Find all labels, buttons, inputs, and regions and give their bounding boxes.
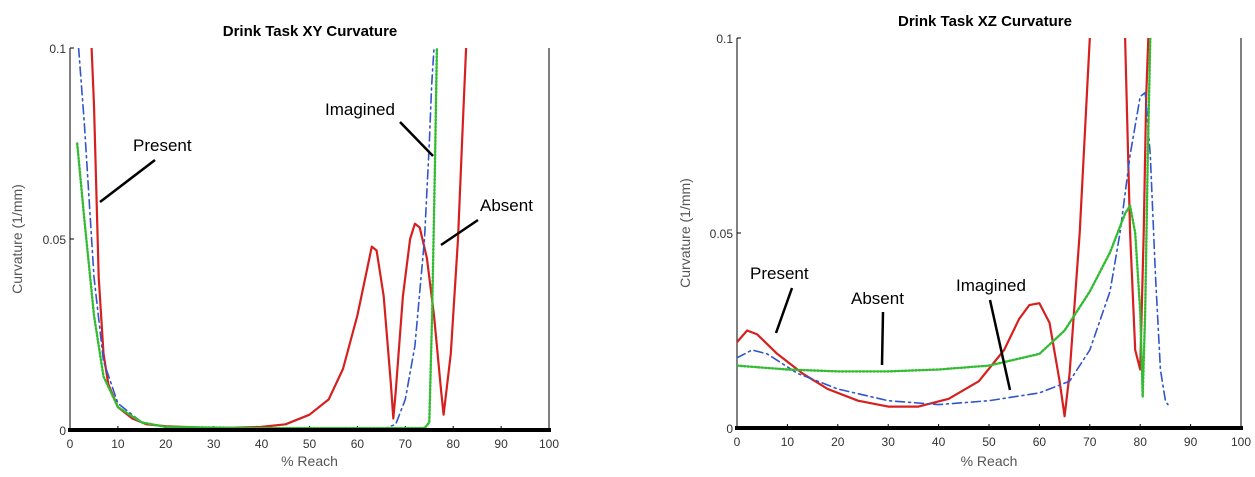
y-tick-label: 0 [59, 424, 66, 438]
annotation-present: Present [133, 136, 192, 155]
series-line-solid [737, 38, 1150, 418]
annotation-pointer [399, 121, 434, 157]
annotation-imagined: Imagined [956, 276, 1026, 295]
chart-xz-curvature: Drink Task XZ Curvature % Reach Curvature … [677, 13, 1251, 469]
series-group [76, 48, 468, 430]
x-axis-label: % Reach [281, 453, 338, 469]
chart-title: Drink Task XZ Curvature [898, 13, 1072, 30]
y-tick-label: 0.05 [710, 227, 734, 241]
x-tick-label: 60 [351, 437, 365, 451]
x-tick-label: 40 [255, 437, 269, 451]
y-axis-label: Curvature (1/mm) [9, 184, 25, 294]
chart-xy-curvature: Drink Task XY Curvature % Reach Curvature … [9, 23, 559, 469]
series-line-dotted [76, 48, 439, 430]
annotation-imagined: Imagined [325, 100, 395, 119]
annotation-present: Present [750, 264, 809, 283]
x-tick-label: 0 [67, 437, 74, 451]
series-group [737, 38, 1169, 418]
series-line-dashdot [737, 91, 1169, 406]
chart-title: Drink Task XY Curvature [223, 23, 398, 40]
x-tick-label: 60 [1033, 435, 1047, 449]
annotation-pointer [988, 299, 1012, 391]
x-tick-label: 30 [207, 437, 221, 451]
x-tick-label: 80 [1134, 435, 1148, 449]
y-tick-label: 0.05 [43, 233, 67, 247]
annotation-pointer [99, 159, 156, 203]
series-line-dotted [737, 38, 1152, 398]
x-axis-label: % Reach [961, 453, 1018, 469]
x-tick-label: 70 [1083, 435, 1097, 449]
x-tick-label: 10 [781, 435, 795, 449]
x-tick-label: 10 [111, 437, 125, 451]
x-tick-label: 70 [399, 437, 413, 451]
series-line-dashdot [77, 48, 435, 429]
x-tick-label: 40 [932, 435, 946, 449]
x-tick-label: 20 [159, 437, 173, 451]
x-tick-label: 50 [303, 437, 317, 451]
x-tick-label: 0 [734, 435, 741, 449]
x-tick-label: 90 [1184, 435, 1198, 449]
x-tick-label: 100 [539, 437, 559, 451]
series-line-solid [90, 48, 468, 430]
annotation-absent: Absent [851, 289, 904, 308]
y-tick-label: 0 [726, 422, 733, 436]
annotation-absent: Absent [480, 196, 533, 215]
y-axis-label: Curvature (1/mm) [677, 178, 693, 288]
annotation-pointer [774, 287, 794, 334]
annotation-pointer [880, 311, 885, 366]
x-tick-label: 30 [882, 435, 896, 449]
y-tick-label: 0.1 [49, 42, 66, 56]
x-tick-label: 20 [831, 435, 845, 449]
x-tick-label: 90 [494, 437, 508, 451]
annotation-pointer [440, 218, 479, 247]
x-tick-label: 50 [982, 435, 996, 449]
x-tick-label: 100 [1231, 435, 1251, 449]
x-tick-label: 80 [447, 437, 461, 451]
y-tick-label: 0.1 [716, 32, 733, 46]
